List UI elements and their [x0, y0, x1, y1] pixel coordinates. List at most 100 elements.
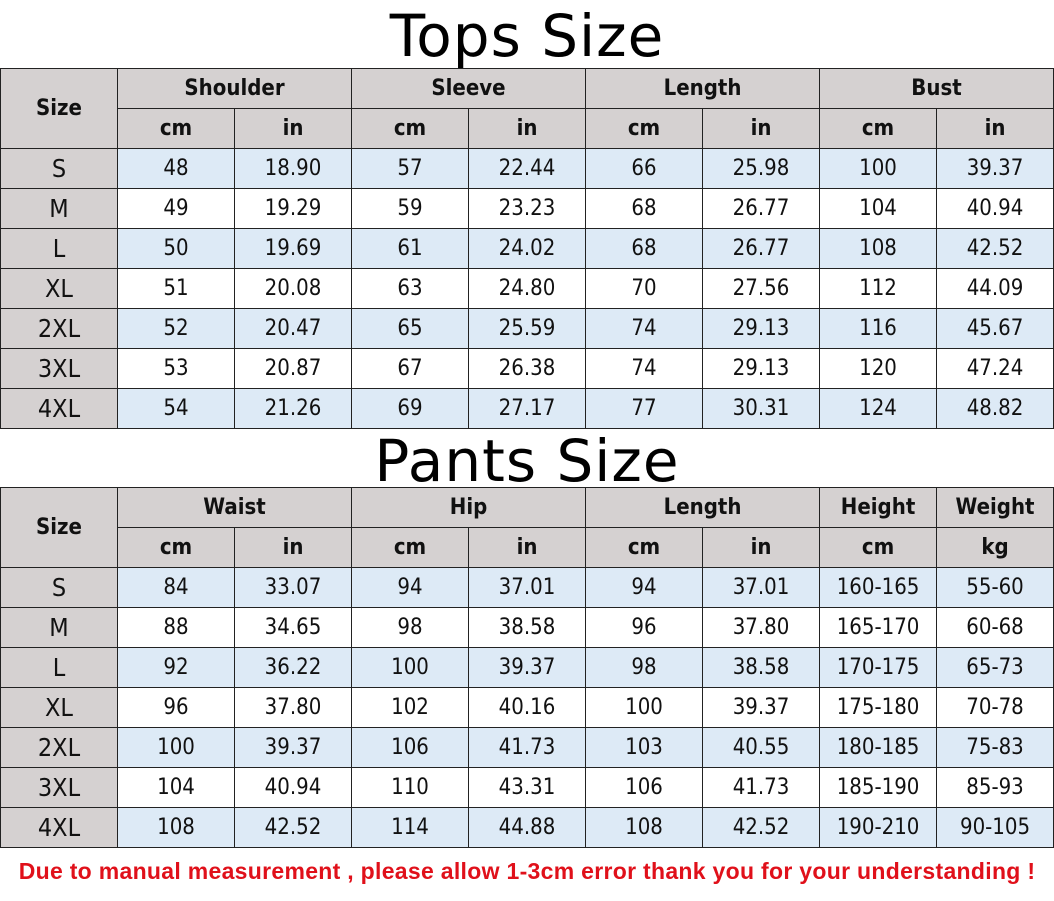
- value-cell: 39.37: [936, 148, 1054, 189]
- value-cell: 170-175: [819, 647, 938, 688]
- value-cell: 29.13: [701, 348, 821, 389]
- unit-header: in: [234, 108, 352, 149]
- value-cell: 18.90: [234, 148, 352, 189]
- pants-size-table: Size Waist Hip Length Height Weight cm in…: [0, 487, 1054, 848]
- group-header: Sleeve: [351, 68, 586, 109]
- tops-title: Tops Size: [389, 2, 665, 70]
- value-cell: 50: [117, 228, 235, 269]
- value-cell: 37.01: [467, 567, 587, 608]
- value-cell: 112: [819, 268, 938, 309]
- unit-header: cm: [117, 108, 235, 149]
- value-cell: 65-73: [936, 647, 1054, 688]
- group-header: Bust: [819, 68, 1054, 109]
- unit-header: in: [936, 108, 1054, 149]
- group-header: Height: [819, 487, 938, 528]
- table-row: 4XL 54 21.26 69 27.17 77 30.31 124 48.82: [0, 388, 1054, 429]
- table-row: M 49 19.29 59 23.23 68 26.77 104 40.94: [0, 188, 1054, 229]
- value-cell: 68: [585, 228, 703, 269]
- value-cell: 54: [117, 388, 235, 429]
- unit-header: in: [702, 527, 821, 568]
- value-cell: 94: [585, 567, 704, 608]
- size-header: Size: [0, 487, 118, 568]
- value-cell: 26.77: [701, 228, 821, 269]
- value-cell: 42.52: [702, 807, 821, 848]
- value-cell: 116: [819, 308, 938, 349]
- table-row: 4XL 108 42.52 114 44.88 108 42.52 190-210 90-105: [0, 807, 1054, 848]
- value-cell: 85-93: [936, 767, 1054, 808]
- table-row: 2XL 52 20.47 65 25.59 74 29.13 116 45.67: [0, 308, 1054, 349]
- value-cell: 52: [117, 308, 235, 349]
- value-cell: 165-170: [819, 607, 938, 648]
- value-cell: 55-60: [936, 567, 1054, 608]
- table-row: XL 96 37.80 102 40.16 100 39.37 175-180 70-78: [0, 687, 1054, 728]
- size-cell: 3XL: [0, 767, 118, 808]
- value-cell: 24.80: [468, 268, 586, 309]
- value-cell: 100: [117, 727, 235, 768]
- value-cell: 61: [351, 228, 469, 269]
- unit-header: cm: [351, 527, 469, 568]
- value-cell: 69: [351, 388, 469, 429]
- value-cell: 96: [117, 687, 235, 728]
- value-cell: 96: [585, 607, 704, 648]
- value-cell: 39.37: [467, 647, 587, 688]
- value-cell: 37.01: [702, 567, 821, 608]
- value-cell: 47.24: [936, 348, 1054, 389]
- group-header: Shoulder: [117, 68, 352, 109]
- size-cell: 4XL: [0, 388, 118, 429]
- value-cell: 53: [117, 348, 235, 389]
- value-cell: 30.31: [701, 388, 821, 429]
- value-cell: 40.94: [936, 188, 1054, 229]
- value-cell: 37.80: [702, 607, 821, 648]
- table-row: L 50 19.69 61 24.02 68 26.77 108 42.52: [0, 228, 1054, 269]
- value-cell: 160-165: [819, 567, 938, 608]
- value-cell: 29.13: [701, 308, 821, 349]
- value-cell: 40.55: [702, 727, 821, 768]
- value-cell: 103: [585, 727, 704, 768]
- value-cell: 185-190: [819, 767, 938, 808]
- value-cell: 100: [819, 148, 938, 189]
- value-cell: 88: [117, 607, 235, 648]
- group-header: Length: [584, 68, 821, 109]
- value-cell: 175-180: [819, 687, 938, 728]
- value-cell: 26.77: [701, 188, 821, 229]
- value-cell: 25.98: [701, 148, 821, 189]
- value-cell: 124: [819, 388, 938, 429]
- value-cell: 40.16: [467, 687, 587, 728]
- unit-header: in: [467, 527, 587, 568]
- value-cell: 38.58: [467, 607, 587, 648]
- value-cell: 27.56: [701, 268, 821, 309]
- value-cell: 49: [117, 188, 235, 229]
- value-cell: 21.26: [234, 388, 352, 429]
- value-cell: 40.94: [234, 767, 352, 808]
- value-cell: 60-68: [936, 607, 1054, 648]
- size-cell: 3XL: [0, 348, 118, 389]
- unit-header: kg: [936, 527, 1054, 568]
- value-cell: 104: [819, 188, 938, 229]
- pants-title: Pants Size: [374, 427, 680, 495]
- value-cell: 70: [585, 268, 703, 309]
- value-cell: 108: [819, 228, 938, 269]
- size-cell: S: [0, 567, 118, 608]
- value-cell: 42.52: [234, 807, 352, 848]
- value-cell: 68: [585, 188, 703, 229]
- value-cell: 77: [585, 388, 703, 429]
- value-cell: 92: [117, 647, 235, 688]
- value-cell: 44.88: [467, 807, 587, 848]
- table-row: 3XL 53 20.87 67 26.38 74 29.13 120 47.24: [0, 348, 1054, 389]
- value-cell: 70-78: [936, 687, 1054, 728]
- value-cell: 180-185: [819, 727, 938, 768]
- table-row: S 48 18.90 57 22.44 66 25.98 100 39.37: [0, 148, 1054, 189]
- value-cell: 24.02: [468, 228, 586, 269]
- value-cell: 20.08: [234, 268, 352, 309]
- table-row: L 92 36.22 100 39.37 98 38.58 170-175 65-73: [0, 647, 1054, 688]
- size-cell: 2XL: [0, 308, 118, 349]
- value-cell: 39.37: [702, 687, 821, 728]
- value-cell: 36.22: [234, 647, 352, 688]
- value-cell: 98: [351, 607, 469, 648]
- value-cell: 74: [585, 308, 703, 349]
- value-cell: 42.52: [936, 228, 1054, 269]
- unit-header: cm: [585, 108, 703, 149]
- value-cell: 190-210: [819, 807, 938, 848]
- value-cell: 106: [585, 767, 704, 808]
- unit-header: cm: [819, 108, 938, 149]
